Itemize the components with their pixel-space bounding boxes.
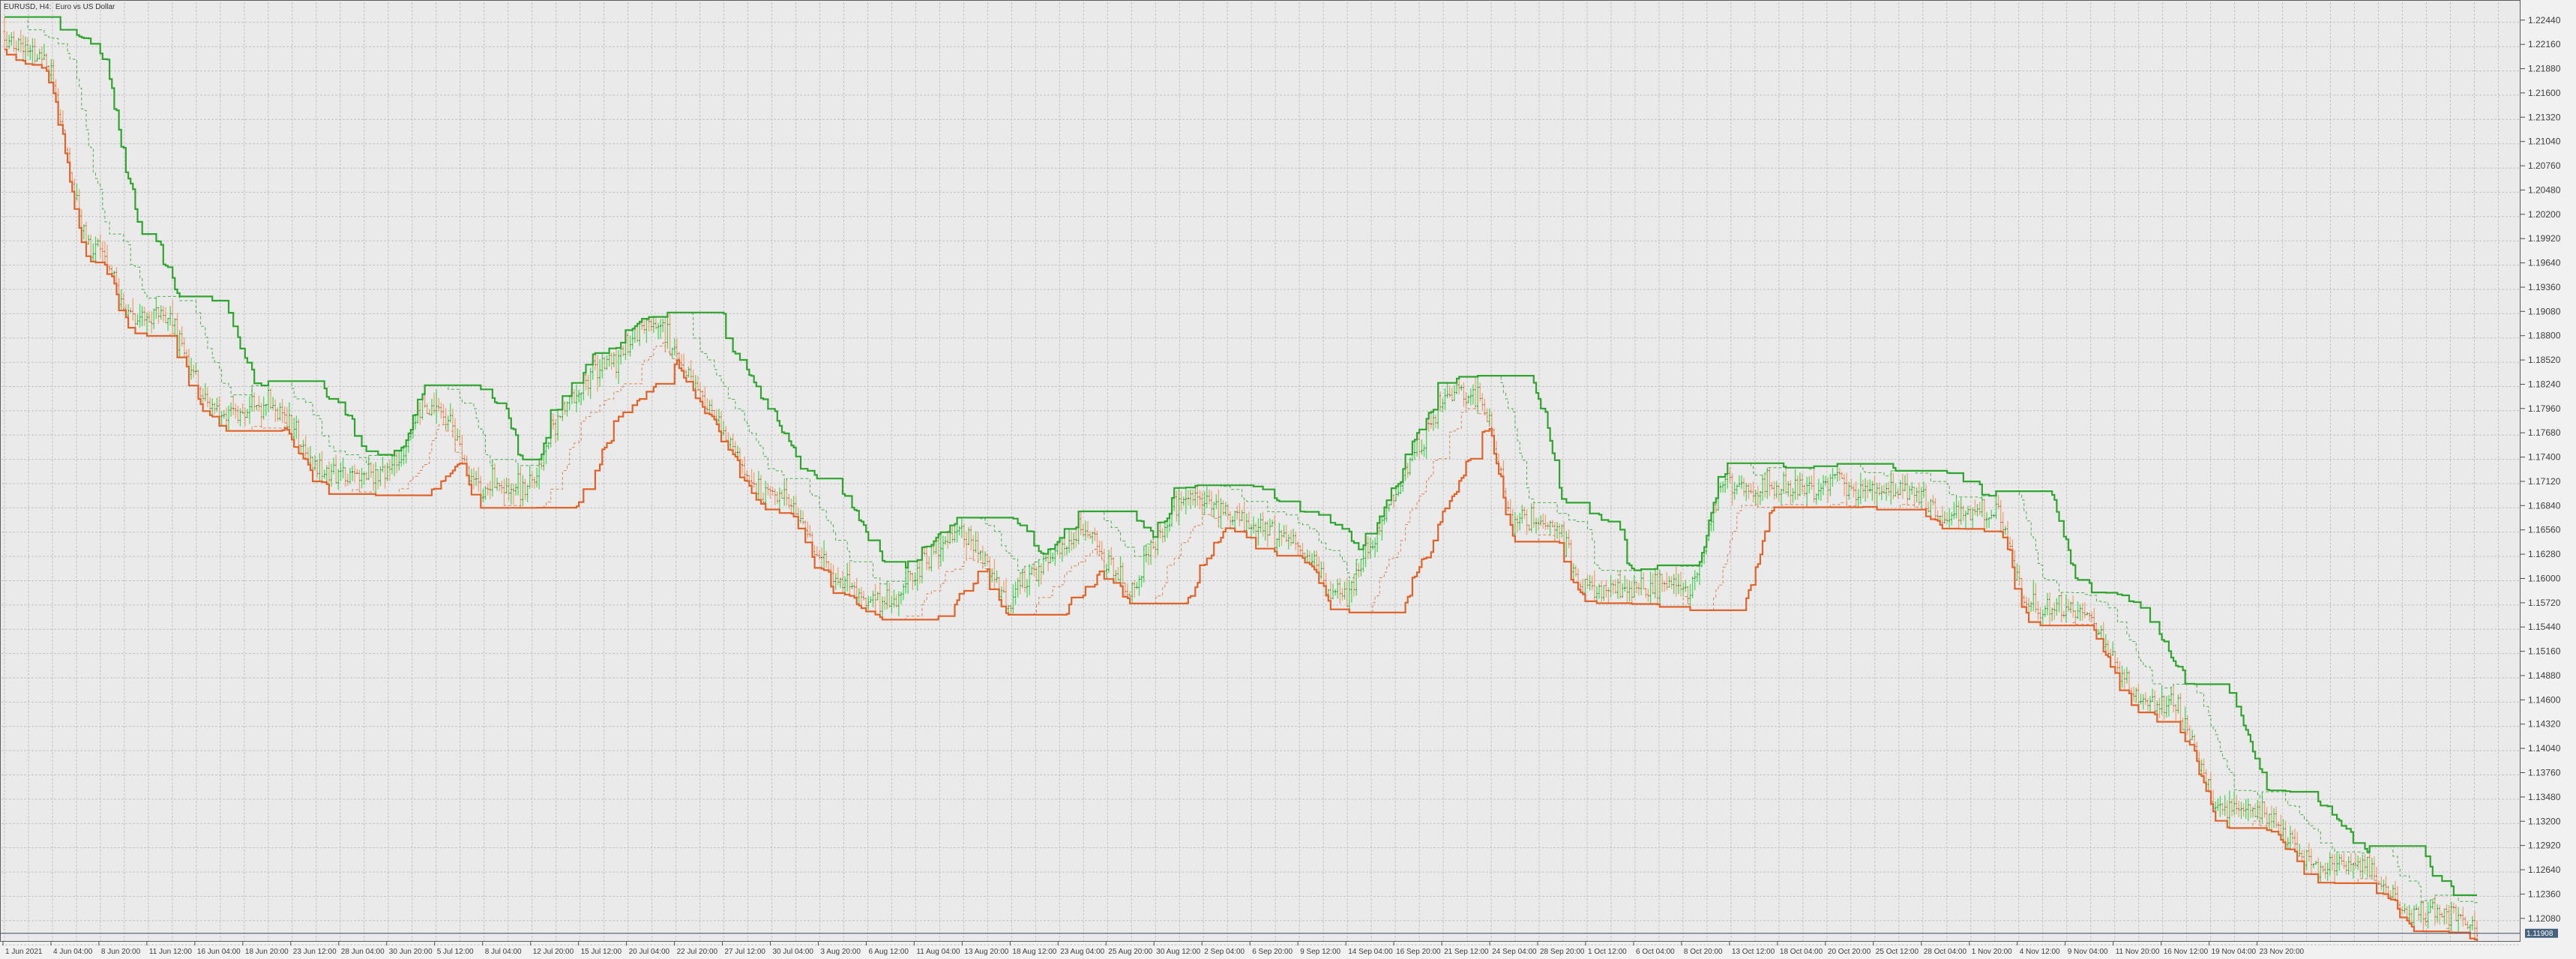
svg-text:8 Jun 20:00: 8 Jun 20:00 [101, 948, 141, 956]
svg-text:11 Aug 04:00: 11 Aug 04:00 [916, 948, 960, 956]
svg-text:8 Oct 20:00: 8 Oct 20:00 [1684, 948, 1723, 956]
svg-text:21 Sep 12:00: 21 Sep 12:00 [1444, 948, 1489, 956]
svg-text:1.16560: 1.16560 [2528, 525, 2561, 535]
svg-text:1.13200: 1.13200 [2528, 816, 2561, 826]
svg-text:1.14320: 1.14320 [2528, 719, 2561, 730]
svg-text:9 Sep 12:00: 9 Sep 12:00 [1300, 948, 1340, 956]
svg-text:1.14880: 1.14880 [2528, 670, 2561, 681]
svg-text:18 Oct 04:00: 18 Oct 04:00 [1780, 948, 1823, 956]
svg-text:23 Aug 04:00: 23 Aug 04:00 [1060, 948, 1104, 956]
svg-text:30 Jul 04:00: 30 Jul 04:00 [773, 948, 814, 956]
svg-text:12 Jul 20:00: 12 Jul 20:00 [533, 948, 574, 956]
svg-text:5 Jul 12:00: 5 Jul 12:00 [437, 948, 474, 956]
svg-text:1.15720: 1.15720 [2528, 598, 2561, 608]
svg-text:13 Oct 12:00: 13 Oct 12:00 [1732, 948, 1775, 956]
svg-text:1.17960: 1.17960 [2528, 403, 2561, 414]
svg-text:23 Jun 12:00: 23 Jun 12:00 [293, 948, 337, 956]
svg-text:1.11908: 1.11908 [2527, 930, 2554, 938]
svg-text:25 Aug 20:00: 25 Aug 20:00 [1108, 948, 1152, 956]
svg-text:30 Jun 20:00: 30 Jun 20:00 [389, 948, 433, 956]
svg-text:6 Sep 20:00: 6 Sep 20:00 [1252, 948, 1292, 956]
svg-text:28 Jun 04:00: 28 Jun 04:00 [341, 948, 385, 956]
svg-text:11 Nov 20:00: 11 Nov 20:00 [2116, 948, 2160, 956]
svg-text:1.19640: 1.19640 [2528, 258, 2561, 268]
svg-text:13 Aug 20:00: 13 Aug 20:00 [964, 948, 1008, 956]
svg-text:1.14600: 1.14600 [2528, 694, 2561, 705]
svg-text:1.16840: 1.16840 [2528, 500, 2561, 511]
svg-text:24 Sep 04:00: 24 Sep 04:00 [1492, 948, 1537, 956]
svg-text:1.15160: 1.15160 [2528, 646, 2561, 657]
svg-text:30 Aug 12:00: 30 Aug 12:00 [1156, 948, 1200, 956]
svg-text:1.21040: 1.21040 [2528, 136, 2561, 147]
svg-text:1.21600: 1.21600 [2528, 88, 2561, 98]
svg-text:1.22160: 1.22160 [2528, 39, 2561, 49]
svg-text:1.18240: 1.18240 [2528, 379, 2561, 390]
svg-text:1.18800: 1.18800 [2528, 331, 2561, 341]
svg-text:16 Sep 20:00: 16 Sep 20:00 [1396, 948, 1441, 956]
svg-text:1.12640: 1.12640 [2528, 865, 2561, 875]
svg-text:4 Nov 12:00: 4 Nov 12:00 [2020, 948, 2060, 956]
svg-text:22 Jul 20:00: 22 Jul 20:00 [677, 948, 718, 956]
svg-text:23 Nov 20:00: 23 Nov 20:00 [2260, 948, 2305, 956]
svg-text:14 Sep 04:00: 14 Sep 04:00 [1348, 948, 1393, 956]
svg-text:1.20200: 1.20200 [2528, 209, 2561, 220]
svg-text:1.14040: 1.14040 [2528, 743, 2561, 754]
svg-text:6 Oct 04:00: 6 Oct 04:00 [1636, 948, 1675, 956]
svg-text:1.19360: 1.19360 [2528, 282, 2561, 292]
svg-text:8 Jul 04:00: 8 Jul 04:00 [485, 948, 522, 956]
svg-text:16 Nov 12:00: 16 Nov 12:00 [2164, 948, 2209, 956]
svg-text:1.17120: 1.17120 [2528, 476, 2561, 487]
svg-text:15 Jul 12:00: 15 Jul 12:00 [581, 948, 622, 956]
svg-text:1.18520: 1.18520 [2528, 355, 2561, 365]
svg-text:2 Sep 04:00: 2 Sep 04:00 [1204, 948, 1245, 956]
svg-text:1.13480: 1.13480 [2528, 792, 2561, 802]
svg-text:1.13760: 1.13760 [2528, 768, 2561, 778]
svg-text:25 Oct 12:00: 25 Oct 12:00 [1876, 948, 1919, 956]
svg-text:27 Jul 12:00: 27 Jul 12:00 [725, 948, 766, 956]
svg-text:1.16000: 1.16000 [2528, 574, 2561, 584]
svg-text:1.16280: 1.16280 [2528, 549, 2561, 559]
svg-text:11 Jun 12:00: 11 Jun 12:00 [149, 948, 193, 956]
svg-text:1 Oct 12:00: 1 Oct 12:00 [1588, 948, 1627, 956]
svg-text:20 Oct 20:00: 20 Oct 20:00 [1828, 948, 1871, 956]
svg-text:28 Oct 04:00: 28 Oct 04:00 [1924, 948, 1967, 956]
svg-text:1.15440: 1.15440 [2528, 622, 2561, 632]
svg-text:1.17400: 1.17400 [2528, 452, 2561, 463]
svg-text:18 Jun 20:00: 18 Jun 20:00 [245, 948, 289, 956]
svg-text:18 Aug 12:00: 18 Aug 12:00 [1012, 948, 1056, 956]
svg-text:16 Jun 04:00: 16 Jun 04:00 [197, 948, 241, 956]
svg-text:1.20480: 1.20480 [2528, 184, 2561, 195]
svg-text:28 Sep 20:00: 28 Sep 20:00 [1540, 948, 1585, 956]
svg-text:1 Nov 20:00: 1 Nov 20:00 [1972, 948, 2012, 956]
svg-text:EURUSD, H4: Euro vs US Dollar: EURUSD, H4: Euro vs US Dollar [4, 3, 115, 11]
svg-text:3 Aug 20:00: 3 Aug 20:00 [821, 948, 861, 956]
svg-text:1.17680: 1.17680 [2528, 427, 2561, 438]
svg-text:1.20760: 1.20760 [2528, 160, 2561, 171]
svg-text:1.12080: 1.12080 [2528, 913, 2561, 924]
svg-text:1.21880: 1.21880 [2528, 64, 2561, 74]
svg-text:4 Jun 04:00: 4 Jun 04:00 [53, 948, 93, 956]
svg-text:1.12360: 1.12360 [2528, 889, 2561, 899]
svg-text:1.19080: 1.19080 [2528, 306, 2561, 316]
svg-text:1.21320: 1.21320 [2528, 112, 2561, 122]
svg-text:1 Jun 2021: 1 Jun 2021 [5, 948, 43, 956]
svg-text:9 Nov 04:00: 9 Nov 04:00 [2068, 948, 2108, 956]
svg-text:1.19920: 1.19920 [2528, 233, 2561, 244]
svg-text:1.22440: 1.22440 [2528, 15, 2561, 25]
svg-text:1.12920: 1.12920 [2528, 841, 2561, 851]
svg-text:20 Jul 04:00: 20 Jul 04:00 [629, 948, 670, 956]
svg-text:19 Nov 04:00: 19 Nov 04:00 [2212, 948, 2257, 956]
svg-text:6 Aug 12:00: 6 Aug 12:00 [869, 948, 909, 956]
